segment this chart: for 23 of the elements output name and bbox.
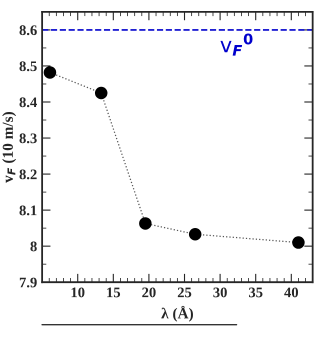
x-tick-label: 25 — [178, 288, 192, 298]
y-tick-label: 8.6 — [20, 25, 37, 36]
y-tick-label: 8.1 — [20, 205, 37, 216]
ref-line-label: v$_{F}$$^{0}$ — [220, 33, 253, 56]
x-tick-label: 20 — [142, 287, 156, 298]
x-tick-label: 40 — [284, 287, 298, 298]
x-axis-title: λ (Å) — [161, 306, 193, 322]
y-tick-label: 8.3 — [20, 133, 37, 144]
point — [44, 66, 56, 79]
x-tick-label: 15 — [107, 288, 120, 298]
y-axis-title: v$_{F}$ (10 m/s) — [2, 112, 16, 183]
x-tick-label: 35 — [248, 288, 262, 298]
point — [94, 86, 108, 100]
x-tick-label: 30 — [213, 287, 227, 298]
y-tick-label: 8.5 — [20, 61, 37, 72]
y-tick-label: 8.2 — [20, 169, 37, 180]
x-tick-label: 10 — [72, 287, 84, 298]
y-tick-label: 8 — [30, 242, 37, 252]
point — [139, 217, 152, 230]
point — [188, 228, 202, 241]
y-tick-label: 8.4 — [20, 97, 37, 108]
point — [292, 236, 305, 249]
y-tick-label: 7.9 — [20, 278, 37, 288]
